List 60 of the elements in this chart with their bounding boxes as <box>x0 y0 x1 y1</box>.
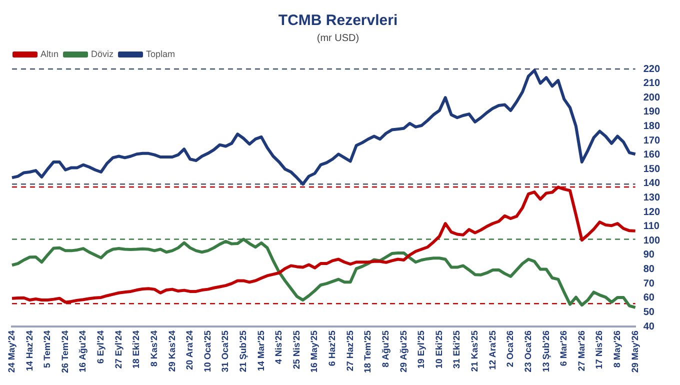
x-tick-label: 25 Nis'25 <box>291 330 302 370</box>
legend-label: Döviz <box>91 48 114 59</box>
x-tick-label: 29 May'26 <box>630 330 640 373</box>
x-tick-label: 31 Eki'25 <box>452 330 462 369</box>
y-tick-label: 150 <box>643 164 660 175</box>
x-tick-label: 27 Eyl'24 <box>113 330 124 369</box>
x-tick-label: 20 Ara'24 <box>184 330 195 370</box>
x-tick-label: 12 Ara'25 <box>487 330 498 370</box>
x-tick-label: 4 Nis'25 <box>274 330 284 364</box>
y-tick-label: 90 <box>643 250 655 261</box>
x-tick-label: 26 Tem'24 <box>60 330 70 373</box>
chart-title: TCMB Rezervleri <box>278 12 398 30</box>
x-tick-label: 29 Ağu'25 <box>398 330 408 372</box>
chart-subtitle: (mr USD) <box>316 32 360 44</box>
x-tick-label: 17 Nis'26 <box>594 330 604 370</box>
y-tick-label: 60 <box>643 292 655 304</box>
x-tick-label: 23 Oca'26 <box>522 330 533 372</box>
y-tick-label: 190 <box>643 106 660 118</box>
x-tick-label: 10 Eki'25 <box>434 330 444 369</box>
legend-label: Altın <box>40 48 59 59</box>
x-tick-label: 24 May'24 <box>6 330 16 373</box>
y-tick-label: 170 <box>643 135 660 146</box>
y-tick-label: 210 <box>643 78 660 90</box>
x-tick-label: 18 Tem'25 <box>362 330 373 373</box>
x-tick-label: 5 Tem'24 <box>42 330 52 368</box>
x-tick-label: 8 Kas'24 <box>148 330 159 367</box>
y-tick-label: 110 <box>643 221 660 232</box>
x-tick-label: 10 Oca'25 <box>202 330 212 372</box>
y-tick-label: 140 <box>643 178 660 190</box>
x-tick-label: 27 Haz'25 <box>344 330 355 372</box>
x-tick-label: 18 Eki'24 <box>131 330 142 369</box>
x-tick-label: 13 Şub'26 <box>540 330 551 372</box>
x-tick-label: 14 Haz'24 <box>24 330 34 372</box>
x-tick-label: 8 Ağu'25 <box>380 330 390 368</box>
x-tick-label: 14 Mar'25 <box>256 330 266 372</box>
x-tick-label: 16 Ağu'24 <box>78 330 88 372</box>
y-tick-label: 40 <box>643 321 655 332</box>
x-tick-label: 6 Eyl'24 <box>96 330 106 364</box>
x-tick-label: 6 Mar'26 <box>558 330 569 366</box>
legend-label: Toplam <box>146 48 176 59</box>
y-tick-label: 80 <box>643 264 655 276</box>
y-tick-label: 200 <box>643 92 660 104</box>
y-tick-label: 130 <box>643 192 660 204</box>
x-tick-label: 16 May'25 <box>309 330 320 373</box>
x-tick-label: 8 May'26 <box>612 330 622 368</box>
y-tick-label: 50 <box>643 306 655 318</box>
y-tick-label: 160 <box>643 150 660 161</box>
x-tick-label: 21 Şub'25 <box>238 330 248 372</box>
x-tick-label: 21 Kas'25 <box>470 330 480 372</box>
y-tick-label: 70 <box>643 278 655 290</box>
x-tick-label: 6 Haz'25 <box>327 330 338 366</box>
y-tick-label: 120 <box>643 206 660 218</box>
y-tick-label: 220 <box>643 64 660 75</box>
y-tick-label: 180 <box>643 120 660 132</box>
x-tick-label: 29 Kas'24 <box>166 330 177 372</box>
x-tick-label: 2 Oca'26 <box>505 330 516 368</box>
x-tick-label: 27 Mar'26 <box>576 330 586 372</box>
y-tick-label: 100 <box>643 235 660 246</box>
x-tick-label: 19 Eyl'25 <box>416 330 426 369</box>
x-tick-label: 31 Oca'25 <box>220 330 230 372</box>
